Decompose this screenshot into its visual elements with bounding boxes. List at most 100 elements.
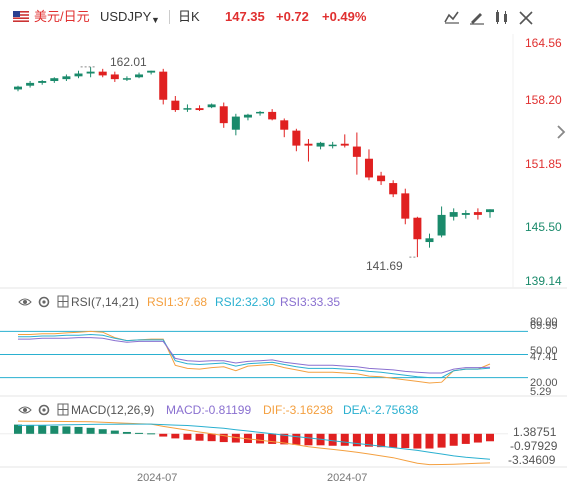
indicator-list-icon[interactable] — [57, 403, 69, 417]
candle-body — [243, 114, 252, 118]
candle-body — [183, 108, 192, 110]
macd-bar — [280, 433, 289, 445]
candle-body — [147, 70, 156, 73]
rsi-label[interactable]: RSI(7,14,21) — [71, 295, 140, 309]
price-tick: 164.56 — [525, 36, 562, 50]
candle-body — [486, 209, 494, 213]
price-change-pct: +0.49% — [322, 9, 367, 24]
macd-bar — [110, 430, 119, 434]
candle-body — [340, 143, 349, 146]
x-tick: 2024-07 — [327, 472, 368, 484]
candle-body — [364, 158, 373, 178]
rsi2-value: RSI2:32.30 — [215, 295, 276, 309]
macd-bar — [486, 433, 494, 442]
candle-body — [316, 142, 325, 147]
indicator-list-icon[interactable] — [57, 295, 69, 309]
candle-body — [14, 86, 22, 90]
candle-body — [122, 78, 131, 80]
visibility-icon[interactable] — [18, 403, 32, 417]
macd-bar — [425, 433, 434, 449]
macd-bar — [26, 425, 35, 434]
macd-bar — [122, 431, 131, 434]
macd-bar — [38, 425, 47, 434]
candle-body — [98, 71, 107, 76]
candle-body — [377, 175, 386, 182]
gear-icon[interactable] — [37, 403, 51, 417]
draw-tool-icon[interactable] — [467, 8, 487, 26]
rsi1-value: RSI1:37.68 — [147, 295, 208, 309]
macd-value: MACD:-0.81199 — [166, 403, 252, 417]
price-change: +0.72 — [276, 9, 309, 24]
macd-bar — [437, 433, 446, 448]
gear-icon[interactable] — [37, 295, 51, 309]
last-price: 147.35 — [225, 9, 265, 24]
candle-body — [86, 71, 95, 74]
candle-body — [437, 214, 446, 236]
macd-bar — [364, 433, 373, 447]
macd-tick: 1.38751 — [513, 425, 557, 439]
rsi3-value: RSI3:33.35 — [280, 295, 341, 309]
macd-bar — [377, 433, 386, 448]
fullscreen-icon[interactable] — [516, 8, 536, 26]
macd-tick: -0.97929 — [510, 439, 558, 453]
macd-bar — [243, 433, 252, 443]
x-tick: 2024-07 — [137, 472, 178, 484]
us-flag-icon — [13, 11, 29, 22]
chevron-right-icon[interactable] — [556, 124, 566, 140]
rsi-tick: 80.00 — [530, 316, 558, 328]
candle-body — [207, 104, 216, 108]
rsi-tick: 69.99 — [530, 320, 558, 332]
price-tick: 151.85 — [525, 157, 562, 171]
macd-bar — [461, 433, 470, 444]
macd-bar — [62, 426, 71, 434]
macd-bar — [98, 429, 107, 434]
candle-body — [401, 193, 410, 219]
price-tick: 139.14 — [525, 274, 562, 288]
candle-body — [352, 146, 361, 157]
symbol-code[interactable]: USDJPY — [100, 9, 152, 24]
candle-body — [425, 238, 434, 243]
candle-body — [389, 183, 398, 195]
rsi-tick: 20.00 — [530, 377, 558, 389]
macd-bar — [413, 433, 422, 449]
candle-body — [171, 100, 180, 111]
period-selector[interactable]: 日K — [178, 9, 200, 24]
divider — [169, 10, 170, 24]
compare-icon[interactable] — [492, 8, 512, 26]
candle-body — [62, 76, 71, 80]
rsi-tick: 5.29 — [530, 386, 552, 398]
macd-bar — [147, 433, 156, 435]
candle-body — [195, 108, 204, 111]
macd-bar — [86, 427, 95, 434]
macd-label[interactable]: MACD(12,26,9) — [71, 403, 155, 417]
macd-bar — [183, 433, 192, 440]
candle-body — [449, 212, 458, 217]
high-annotation: 162.01 — [110, 55, 147, 69]
candle-body — [304, 143, 313, 146]
candle-body — [413, 217, 422, 240]
caret-down-icon[interactable]: ▼ — [151, 15, 160, 25]
candle-body — [159, 71, 168, 100]
macd-tick: -3.34609 — [508, 453, 556, 467]
candle-body — [219, 106, 228, 124]
candle-body — [268, 111, 277, 120]
macd-bar — [231, 433, 240, 443]
candle-body — [74, 73, 83, 77]
macd-bar — [207, 433, 216, 442]
visibility-icon[interactable] — [18, 295, 32, 309]
price-tick: 158.20 — [525, 93, 562, 107]
line-tool-icon[interactable] — [442, 8, 462, 26]
candle-body — [280, 120, 289, 130]
candle-body — [26, 82, 35, 86]
macd-bar — [50, 425, 59, 434]
price-tick: 145.50 — [525, 220, 562, 234]
dea-line — [17, 423, 491, 460]
candle-body — [473, 212, 482, 215]
rsi-tick: 50.00 — [530, 345, 558, 357]
macd-bar — [14, 424, 22, 434]
candle-body — [38, 81, 47, 83]
candle-body — [135, 74, 144, 78]
macd-bar — [328, 433, 337, 446]
rsi-line-rsi1 — [18, 330, 491, 384]
